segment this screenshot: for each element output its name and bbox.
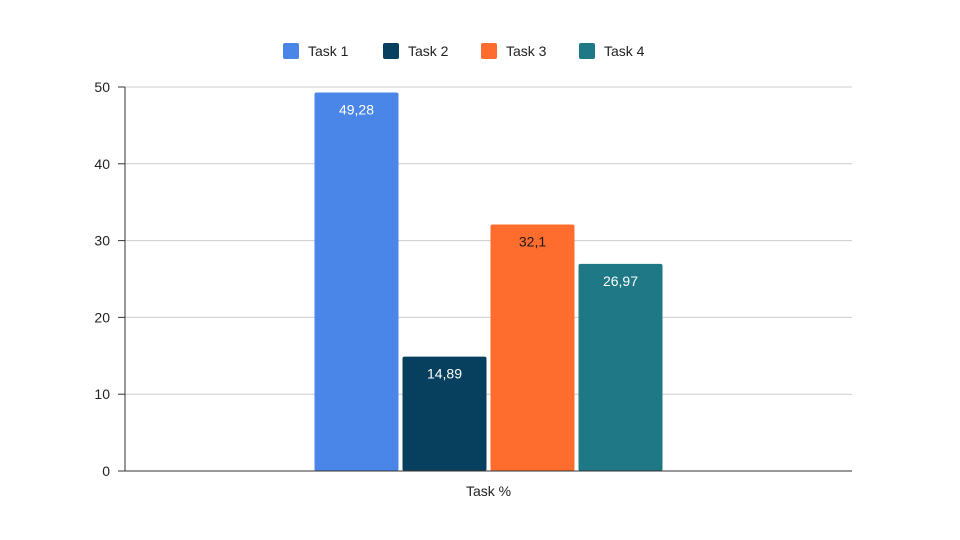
bar-task-3 [490,224,575,471]
y-tick-label: 50 [94,79,110,95]
bar-task-1 [314,92,399,471]
legend-swatch [481,43,497,59]
legend-label: Task 3 [506,43,547,59]
y-axis: 0 10 20 30 40 50 [94,79,126,479]
bar-task-4 [578,263,663,471]
bars: 49,28 14,89 32,1 26,97 [314,92,663,471]
y-tick-label: 30 [94,233,110,249]
legend: Task 1 Task 2 Task 3 Task 4 [283,43,645,59]
y-tick-label: 20 [94,309,110,325]
data-label: 14,89 [427,366,462,382]
data-label: 26,97 [603,273,638,289]
data-label: 32,1 [519,233,546,249]
legend-swatch [383,43,399,59]
legend-swatch [579,43,595,59]
x-category-label: Task % [466,483,511,499]
gridlines [125,86,852,395]
legend-label: Task 1 [308,43,349,59]
y-tick-label: 40 [94,156,110,172]
data-label: 49,28 [339,102,374,118]
legend-label: Task 2 [408,43,449,59]
legend-label: Task 4 [604,43,645,59]
legend-swatch [283,43,299,59]
x-axis: Task % [125,470,852,499]
bar-task-2 [402,356,487,471]
y-tick-label: 0 [102,463,110,479]
y-tick-label: 10 [94,386,110,402]
